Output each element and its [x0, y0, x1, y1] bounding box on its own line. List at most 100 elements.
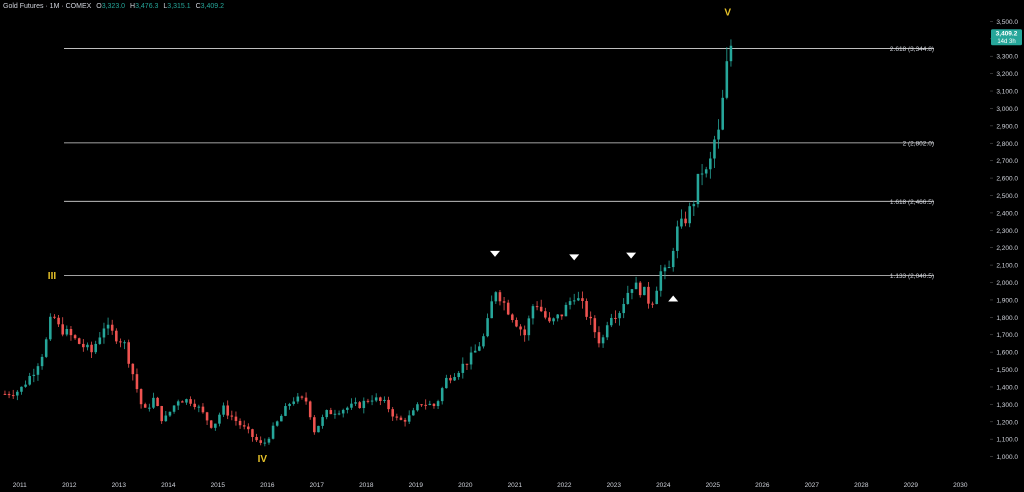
candle-body [247, 426, 250, 430]
candle-body [251, 429, 254, 437]
candle-body [713, 139, 716, 159]
candle-body [214, 423, 217, 428]
candle-body [346, 407, 349, 410]
candle-body [440, 388, 444, 402]
candle-body [350, 403, 353, 408]
symbol-title[interactable]: Gold Futures · 1M · COMEX [3, 3, 92, 10]
wave-label: IV [258, 454, 268, 465]
low-label: L [163, 3, 168, 10]
candle-body [337, 413, 341, 415]
candle-body [86, 344, 89, 348]
price-tick-label: 1,900.0 [996, 297, 1018, 304]
candle-body [696, 173, 700, 205]
candle-body [531, 306, 535, 319]
candle-body [44, 339, 48, 357]
candle-body [82, 343, 85, 348]
candle-body [535, 306, 539, 308]
price-badge-value: 3,409.2 [996, 31, 1018, 38]
candle-body [634, 282, 638, 290]
candle-body [387, 399, 390, 410]
candle-body [659, 271, 663, 291]
candle-body [284, 406, 287, 416]
candle-body [106, 324, 110, 329]
candle-body [176, 401, 180, 406]
candle-body [143, 404, 147, 408]
price-tick-label: 3,500.0 [996, 19, 1018, 26]
price-tick-label: 1,300.0 [996, 402, 1018, 409]
price-tick-label: 2,700.0 [996, 158, 1018, 165]
high-label: H [130, 3, 136, 10]
candle-body [638, 282, 642, 296]
candle-body [420, 404, 423, 406]
candle-body [424, 404, 427, 406]
candle-body [461, 363, 465, 373]
time-tick-label: 2018 [359, 482, 374, 489]
candle-body [469, 352, 473, 365]
candle-body [135, 374, 139, 390]
time-tick-label: 2020 [458, 482, 473, 489]
candle-body [482, 336, 485, 347]
candle-body [465, 363, 469, 365]
candle-body [65, 328, 69, 335]
price-tick-label: 1,400.0 [996, 384, 1018, 391]
candle-body [90, 344, 93, 353]
candle-body [131, 363, 135, 375]
candle-body [366, 400, 370, 402]
candle-body [321, 417, 324, 426]
candle-body [341, 409, 345, 414]
candle-body [325, 410, 328, 418]
candle-body [292, 401, 295, 404]
candle-body [94, 343, 97, 353]
time-tick-label: 2030 [953, 482, 968, 489]
price-tick-label: 1,000.0 [996, 454, 1018, 461]
candle-body [391, 409, 394, 417]
candle-body [564, 304, 568, 317]
time-tick-label: 2014 [161, 482, 176, 489]
candle-body [486, 318, 489, 337]
candle-body [597, 332, 601, 344]
candle-body [605, 325, 609, 338]
open-label: O [96, 3, 102, 10]
price-tick-label: 1,200.0 [996, 419, 1018, 426]
candle-body [643, 286, 646, 296]
time-tick-label: 2027 [805, 482, 820, 489]
time-axis[interactable]: 2011 2012 2013 2014 2015 2016 2017 2018 2019 2020… [13, 482, 968, 489]
time-tick-label: 2013 [112, 482, 127, 489]
candle-body [436, 401, 440, 407]
candle-body [230, 415, 234, 417]
candle-body [222, 405, 225, 415]
time-tick-label: 2023 [607, 482, 622, 489]
candle-body [622, 303, 625, 314]
candle-body [585, 301, 588, 317]
price-tick-label: 2,400.0 [996, 210, 1018, 217]
candle-body [73, 335, 77, 339]
candle-body [218, 414, 221, 424]
candle-body [432, 403, 436, 407]
wave-labels: III IV V [48, 7, 732, 464]
price-axis[interactable]: 1,000.0 1,100.0 1,200.0 1,300.0 1,400.0 1,500… [990, 19, 1018, 461]
candle-body [123, 342, 126, 344]
candle-body [139, 389, 143, 405]
candle-body [110, 324, 114, 331]
candle-body [61, 324, 64, 335]
candle-body [259, 440, 262, 443]
time-tick-label: 2016 [260, 482, 275, 489]
candle-body [671, 250, 675, 268]
candle-body [502, 301, 506, 303]
time-tick-label: 2017 [310, 482, 325, 489]
time-tick-label: 2024 [656, 482, 671, 489]
candle-body [399, 417, 403, 420]
candle-body [238, 420, 242, 426]
candle-body [523, 329, 526, 336]
fib-level-label: 1.618 (2,466.5) [890, 199, 934, 206]
candle-body [651, 303, 654, 305]
candle-body [53, 316, 56, 318]
candle-body [49, 316, 52, 340]
time-tick-label: 2021 [508, 482, 523, 489]
candle-body [539, 306, 543, 312]
candle-body [275, 421, 279, 426]
price-tick-label: 2,900.0 [996, 123, 1018, 130]
candle-body [24, 384, 27, 387]
candle-body [102, 328, 106, 338]
